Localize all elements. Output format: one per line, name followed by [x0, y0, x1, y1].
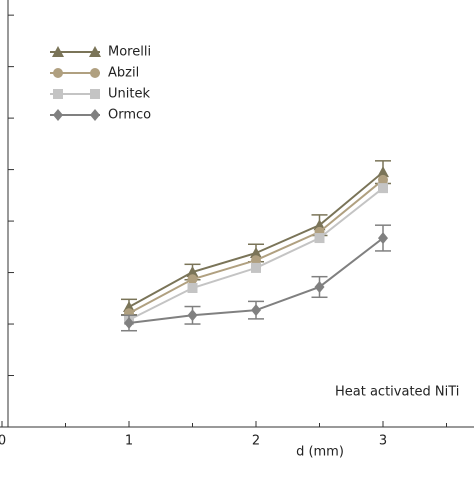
- legend-label: Unitek: [108, 87, 150, 102]
- marker: [378, 232, 388, 245]
- marker: [90, 109, 100, 121]
- legend-label: Abzil: [108, 66, 139, 81]
- series-line: [128, 171, 384, 308]
- marker: [53, 89, 63, 99]
- marker: [53, 68, 63, 78]
- marker: [251, 255, 261, 266]
- marker: [90, 68, 100, 78]
- marker: [187, 283, 198, 293]
- marker: [124, 317, 134, 330]
- legend-label: Ormco: [108, 108, 151, 123]
- marker: [186, 266, 199, 278]
- marker: [52, 46, 64, 57]
- marker: [378, 183, 388, 194]
- marker: [53, 109, 63, 121]
- marker: [378, 174, 388, 185]
- marker: [314, 280, 325, 293]
- annotation: Heat activated NiTi: [335, 385, 459, 400]
- marker: [90, 89, 100, 99]
- marker: [187, 309, 198, 322]
- x-axis-label: d (mm): [296, 445, 344, 460]
- legend-label: Morelli: [108, 45, 151, 60]
- x-tick-label: 3: [379, 434, 387, 449]
- marker: [187, 274, 198, 285]
- marker: [313, 219, 326, 231]
- marker: [251, 262, 261, 273]
- marker: [314, 233, 325, 244]
- marker: [250, 246, 262, 258]
- marker: [89, 46, 101, 57]
- x-tick-label: 1: [125, 434, 133, 449]
- x-tick-label: 2: [252, 434, 260, 449]
- marker: [377, 166, 389, 178]
- marker: [251, 304, 261, 317]
- x-tick-label: 0: [0, 434, 6, 449]
